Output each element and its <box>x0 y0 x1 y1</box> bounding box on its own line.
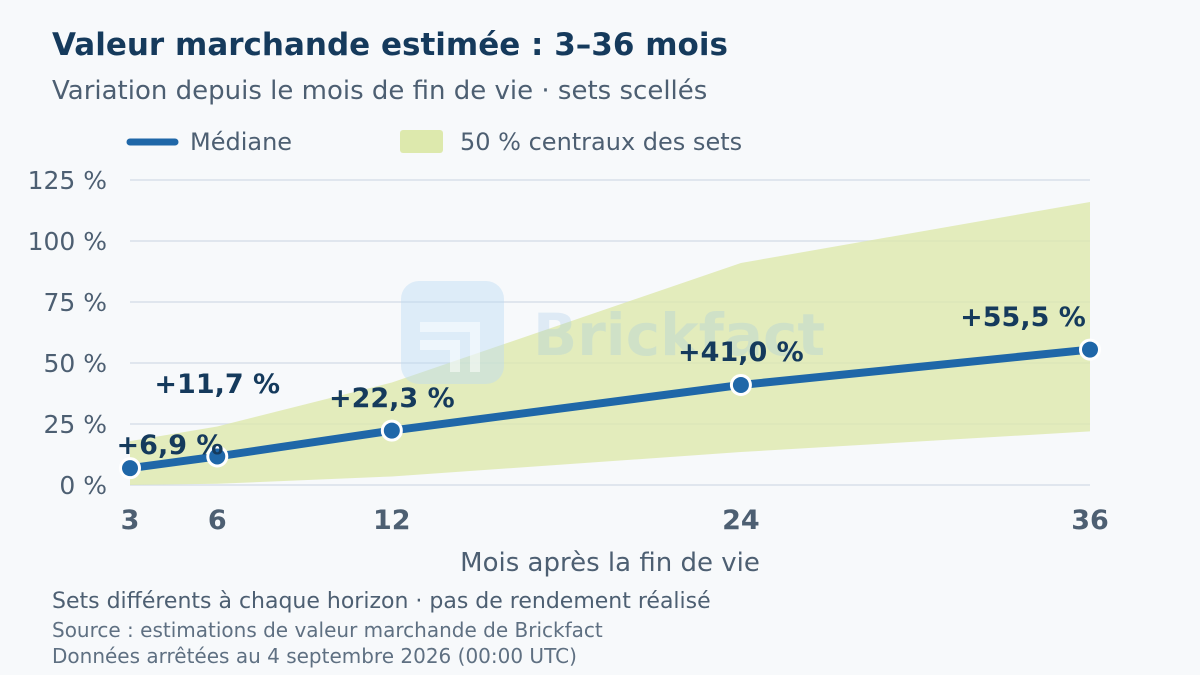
chart-title: Valeur marchande estimée : 3–36 mois <box>52 27 728 63</box>
y-tick-label: 0 % <box>59 471 107 500</box>
y-tick-label: 25 % <box>43 410 107 439</box>
median-point <box>380 419 403 442</box>
data-label: +41,0 % <box>678 337 804 368</box>
median-point <box>729 373 752 396</box>
median-point <box>119 457 141 480</box>
y-tick-label: 75 % <box>43 288 107 317</box>
legend-band-label: 50 % centraux des sets <box>460 128 742 156</box>
footer-source: Source : estimations de valeur marchande… <box>52 618 603 642</box>
legend: Médiane 50 % centraux des sets <box>126 128 742 156</box>
chart-subtitle: Variation depuis le mois de fin de vie ·… <box>52 76 707 106</box>
footer-date: Données arrêtées au 4 septembre 2026 (00… <box>52 644 577 668</box>
watermark-text: Brickfact <box>533 301 825 369</box>
x-axis-label: Mois après la fin de vie <box>460 548 760 578</box>
data-label: +55,5 % <box>960 302 1086 333</box>
y-tick-label: 125 % <box>28 166 107 195</box>
median-point <box>206 445 229 468</box>
legend-band-swatch <box>400 130 443 153</box>
data-label: +6,9 % <box>117 430 224 461</box>
median-points <box>119 338 1101 480</box>
median-data-labels: +6,9 % +11,7 % +22,3 % +41,0 % +55,5 % <box>117 302 1086 461</box>
data-label: +11,7 % <box>154 369 280 400</box>
y-tick-label: 50 % <box>43 349 107 378</box>
data-label: +22,3 % <box>329 383 455 414</box>
x-tick-label: 3 <box>121 505 140 536</box>
legend-median-label: Médiane <box>190 128 292 156</box>
x-tick-label: 36 <box>1071 505 1109 536</box>
x-tick-label: 12 <box>373 505 411 536</box>
x-tick-label: 24 <box>722 505 760 536</box>
x-tick-label: 6 <box>208 505 227 536</box>
median-point <box>1079 338 1101 361</box>
watermark-bars-icon <box>420 322 480 372</box>
band-area <box>130 201 1090 485</box>
y-axis-ticks: 0 % 25 % 50 % 75 % 100 % 125 % <box>28 166 107 500</box>
x-axis-ticks: 3 6 12 24 36 <box>121 505 1109 536</box>
y-tick-label: 100 % <box>28 227 107 256</box>
watermark: Brickfact <box>401 281 825 384</box>
footer-note: Sets différents à chaque horizon · pas d… <box>52 589 711 614</box>
